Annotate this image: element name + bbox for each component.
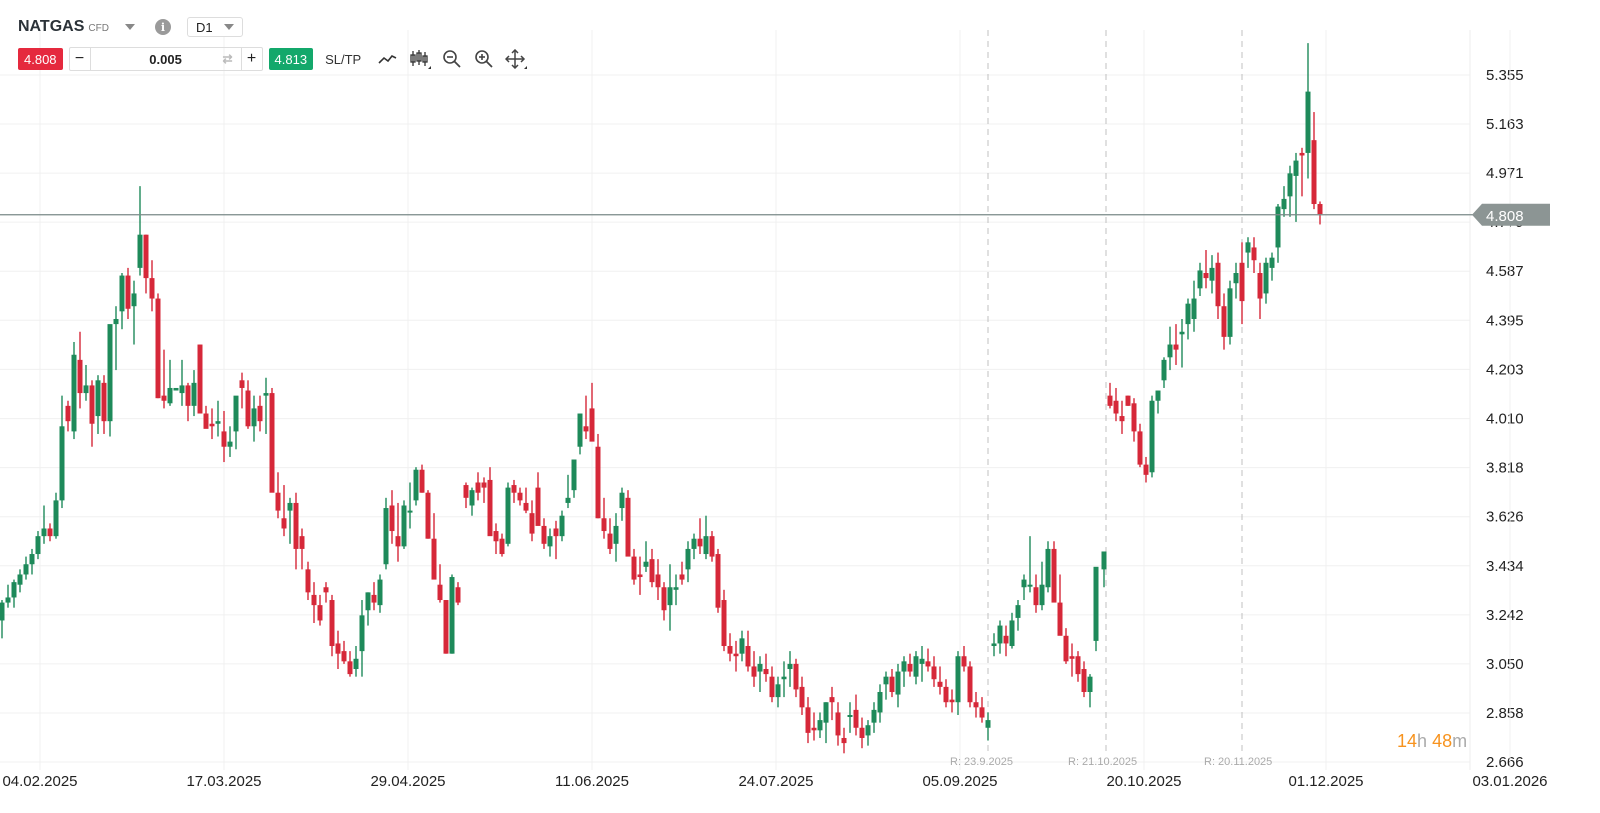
swap-icon[interactable]: ⇄ xyxy=(222,52,233,66)
x-axis-label: 05.09.2025 xyxy=(922,773,997,790)
trade-bar: 4.808 − 0.005 ⇄ + 4.813 SL/TP xyxy=(18,47,535,71)
y-axis-label: 4.971 xyxy=(1486,165,1524,182)
y-axis-label: 4.395 xyxy=(1486,312,1524,329)
instrument-type: CFD xyxy=(88,23,109,34)
timeframe-value: D1 xyxy=(195,19,213,35)
sltp-button[interactable]: SL/TP xyxy=(325,51,362,67)
rollover-label: R: 21.10.2025 xyxy=(1068,756,1137,768)
countdown-hours: 14 xyxy=(1397,731,1418,751)
y-axis-label: 2.666 xyxy=(1486,754,1524,771)
volume-input[interactable]: 0.005 ⇄ xyxy=(89,48,242,70)
x-axis-label: 20.10.2025 xyxy=(1106,773,1181,790)
candlestick-icon[interactable] xyxy=(407,48,433,70)
rollover-label: R: 20.11.2025 xyxy=(1204,756,1272,768)
y-axis-label: 3.050 xyxy=(1486,656,1524,673)
countdown-m-unit: m xyxy=(1452,731,1468,751)
rollover-label: R: 23.9.2025 xyxy=(950,756,1013,768)
symbol-dropdown-icon[interactable] xyxy=(124,24,135,30)
x-axis-label: 24.07.2025 xyxy=(738,773,813,790)
y-axis-label: 3.434 xyxy=(1486,558,1524,575)
volume-stepper[interactable]: − 0.005 ⇄ + xyxy=(68,47,263,71)
y-axis-label: 4.587 xyxy=(1486,263,1524,280)
current-price-tag xyxy=(1472,203,1550,226)
move-icon[interactable] xyxy=(503,48,529,70)
symbol-name[interactable]: NATGAS xyxy=(18,18,85,35)
instrument-header: NATGAS CFD i D1 xyxy=(18,14,243,40)
buy-button[interactable]: 4.813 xyxy=(268,48,314,70)
y-axis-label: 5.355 xyxy=(1486,67,1524,84)
y-axis-label: 5.163 xyxy=(1486,116,1524,133)
line-chart-icon[interactable] xyxy=(375,48,401,70)
x-axis-label: 11.06.2025 xyxy=(555,773,629,790)
countdown-minutes: 48 xyxy=(1432,731,1453,751)
x-axis-label: 17.03.2025 xyxy=(186,773,261,790)
x-axis-label: 29.04.2025 xyxy=(370,773,445,790)
y-axis-label: 3.626 xyxy=(1486,509,1524,526)
x-axis-label: 03.01.2026 xyxy=(1472,773,1547,790)
y-axis-label: 4.010 xyxy=(1486,411,1524,428)
zoom-in-icon[interactable] xyxy=(471,48,497,70)
current-price-label: 4.808 xyxy=(1486,208,1524,225)
y-axis-label: 3.818 xyxy=(1486,460,1524,477)
y-axis-label: 3.242 xyxy=(1486,607,1524,624)
y-axis-label: 2.858 xyxy=(1486,705,1524,722)
y-axis-label: 4.203 xyxy=(1486,361,1524,378)
x-axis-label: 04.02.2025 xyxy=(2,773,77,790)
increase-volume-button[interactable]: + xyxy=(246,50,257,67)
sell-button[interactable]: 4.808 xyxy=(18,48,63,70)
candle-countdown: 14h 48m xyxy=(1397,731,1467,752)
candles xyxy=(0,43,1323,754)
zoom-out-icon[interactable] xyxy=(439,48,465,70)
info-icon[interactable]: i xyxy=(154,19,171,35)
timeframe-select[interactable]: D1 xyxy=(186,17,243,37)
volume-value: 0.005 xyxy=(149,51,182,67)
countdown-h-unit: h xyxy=(1417,731,1428,751)
decrease-volume-button[interactable]: − xyxy=(74,50,85,67)
chevron-down-icon xyxy=(223,24,234,30)
x-axis-label: 01.12.2025 xyxy=(1288,773,1363,790)
